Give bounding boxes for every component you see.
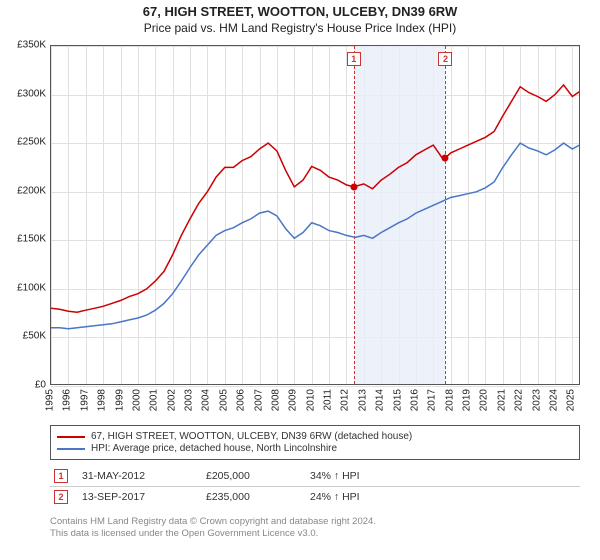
xtick-label: 2010 xyxy=(305,389,316,411)
series-line-hpi xyxy=(51,143,579,329)
xtick-label: 2021 xyxy=(496,389,507,411)
chart-area: 12 £0£50K£100K£150K£200K£250K£300K£350K … xyxy=(50,45,580,385)
xtick-label: 2018 xyxy=(444,389,455,411)
chart-subtitle: Price paid vs. HM Land Registry's House … xyxy=(0,21,600,35)
xtick-label: 2017 xyxy=(427,389,438,411)
container: 67, HIGH STREET, WOOTTON, ULCEBY, DN39 6… xyxy=(0,0,600,560)
xtick-label: 2019 xyxy=(462,389,473,411)
xtick-label: 2007 xyxy=(253,389,264,411)
ytick-label: £150K xyxy=(6,234,46,245)
legend-swatch xyxy=(57,436,85,438)
sale-price: £205,000 xyxy=(206,470,296,482)
sale-marker-icon: 1 xyxy=(54,469,68,483)
ytick-label: £300K xyxy=(6,88,46,99)
event-marker-icon: 2 xyxy=(438,52,452,66)
ytick-label: £250K xyxy=(6,137,46,148)
xtick-label: 2004 xyxy=(201,389,212,411)
xtick-label: 2009 xyxy=(288,389,299,411)
xtick-label: 2001 xyxy=(149,389,160,411)
xtick-label: 2013 xyxy=(357,389,368,411)
legend-swatch xyxy=(57,448,85,450)
xtick-label: 1997 xyxy=(79,389,90,411)
xtick-label: 2023 xyxy=(531,389,542,411)
sale-point-icon xyxy=(350,183,357,190)
sale-row: 2 13-SEP-2017 £235,000 24% ↑ HPI xyxy=(50,487,580,507)
footer-line: This data is licensed under the Open Gov… xyxy=(50,528,580,540)
xtick-label: 2024 xyxy=(548,389,559,411)
xtick-label: 1999 xyxy=(114,389,125,411)
attribution-footer: Contains HM Land Registry data © Crown c… xyxy=(50,516,580,541)
series-line-price_paid xyxy=(51,85,579,312)
sale-delta: 24% ↑ HPI xyxy=(310,491,400,503)
xtick-label: 2012 xyxy=(340,389,351,411)
sale-date: 13-SEP-2017 xyxy=(82,491,192,503)
sale-row: 1 31-MAY-2012 £205,000 34% ↑ HPI xyxy=(50,466,580,487)
title-block: 67, HIGH STREET, WOOTTON, ULCEBY, DN39 6… xyxy=(0,0,600,35)
xtick-label: 2008 xyxy=(270,389,281,411)
xtick-label: 2002 xyxy=(166,389,177,411)
legend-label: HPI: Average price, detached house, Nort… xyxy=(91,443,337,454)
ytick-label: £100K xyxy=(6,282,46,293)
sale-marker-icon: 2 xyxy=(54,490,68,504)
chart-title: 67, HIGH STREET, WOOTTON, ULCEBY, DN39 6… xyxy=(0,4,600,19)
sale-point-icon xyxy=(442,154,449,161)
footer-line: Contains HM Land Registry data © Crown c… xyxy=(50,516,580,528)
xtick-label: 2005 xyxy=(218,389,229,411)
legend-row: HPI: Average price, detached house, Nort… xyxy=(57,443,573,454)
sale-delta: 34% ↑ HPI xyxy=(310,470,400,482)
xtick-label: 1995 xyxy=(45,389,56,411)
xtick-label: 2022 xyxy=(514,389,525,411)
xtick-label: 1998 xyxy=(97,389,108,411)
xtick-label: 2011 xyxy=(323,389,334,411)
ytick-label: £50K xyxy=(6,331,46,342)
xtick-label: 2000 xyxy=(131,389,142,411)
sale-date: 31-MAY-2012 xyxy=(82,470,192,482)
legend: 67, HIGH STREET, WOOTTON, ULCEBY, DN39 6… xyxy=(50,425,580,460)
xtick-label: 1996 xyxy=(62,389,73,411)
xtick-label: 2025 xyxy=(566,389,577,411)
legend-row: 67, HIGH STREET, WOOTTON, ULCEBY, DN39 6… xyxy=(57,431,573,442)
xtick-label: 2016 xyxy=(409,389,420,411)
xtick-label: 2003 xyxy=(184,389,195,411)
plot: 12 xyxy=(50,45,580,385)
ytick-label: £0 xyxy=(6,380,46,391)
legend-label: 67, HIGH STREET, WOOTTON, ULCEBY, DN39 6… xyxy=(91,431,412,442)
xtick-label: 2020 xyxy=(479,389,490,411)
ytick-label: £200K xyxy=(6,185,46,196)
sales-table: 1 31-MAY-2012 £205,000 34% ↑ HPI 2 13-SE… xyxy=(50,466,580,507)
event-marker-icon: 1 xyxy=(347,52,361,66)
xtick-label: 2006 xyxy=(236,389,247,411)
ytick-label: £350K xyxy=(6,40,46,51)
sale-price: £235,000 xyxy=(206,491,296,503)
line-series-svg xyxy=(51,46,581,386)
xtick-label: 2014 xyxy=(375,389,386,411)
xtick-label: 2015 xyxy=(392,389,403,411)
